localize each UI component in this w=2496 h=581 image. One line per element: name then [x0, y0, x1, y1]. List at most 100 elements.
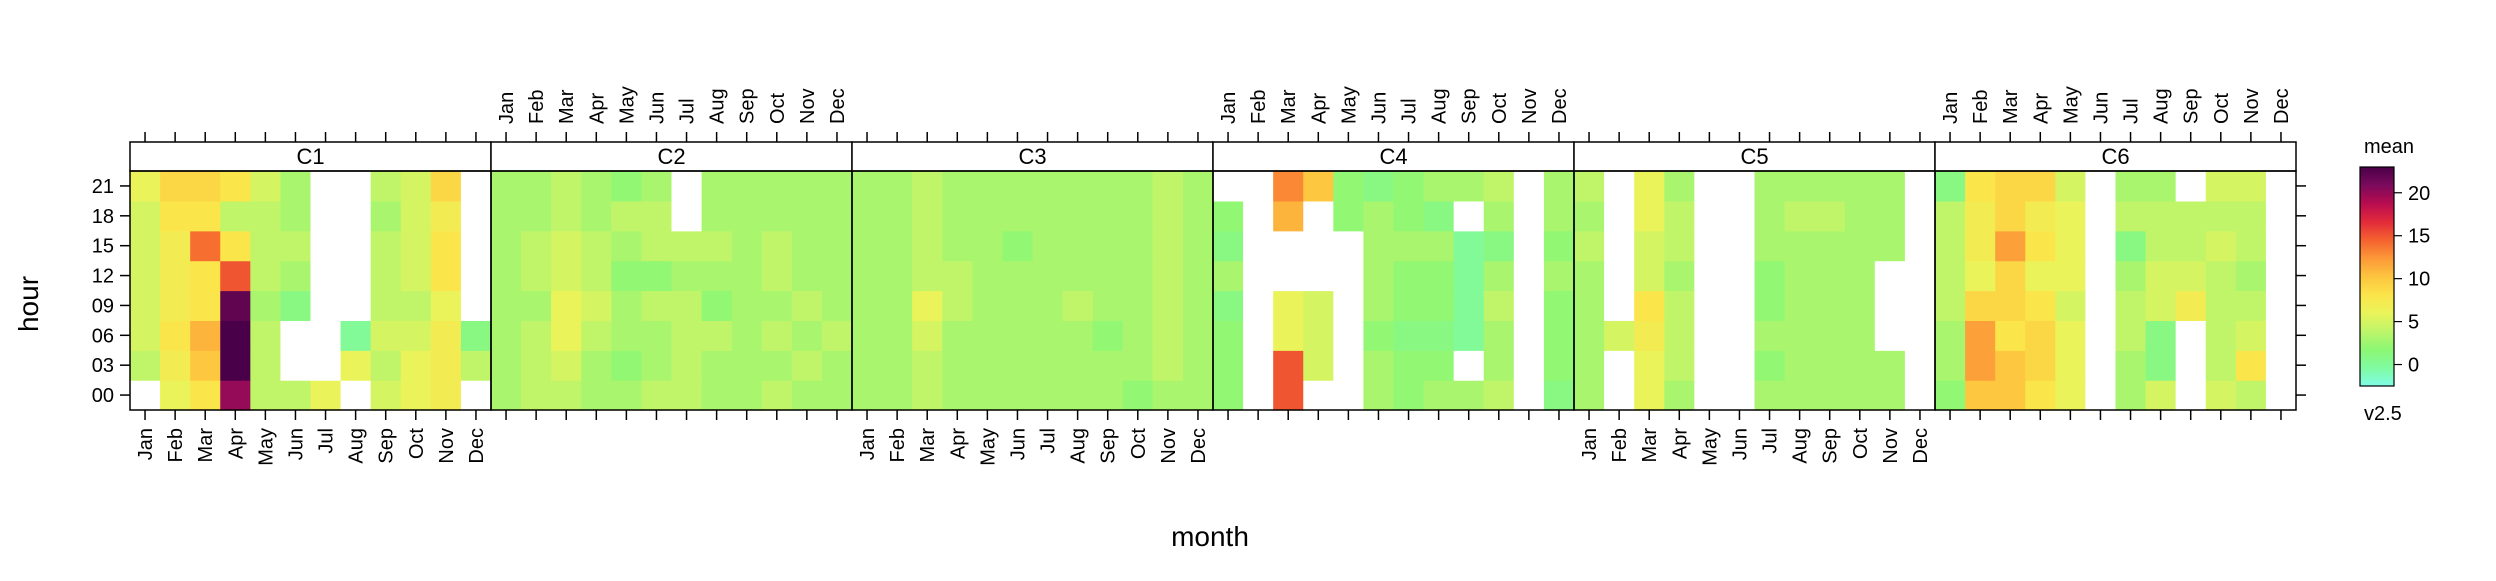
heatmap-cell — [1634, 320, 1665, 351]
heatmap-cell — [1032, 350, 1064, 381]
heatmap-cell — [2055, 171, 2087, 202]
heatmap-cell — [1574, 380, 1605, 411]
heatmap-cell — [2025, 350, 2056, 381]
x-tick-label: Feb — [1248, 90, 1270, 124]
heatmap-cell — [1935, 260, 1966, 292]
heatmap-cell — [882, 290, 913, 321]
heatmap-cell — [1935, 350, 1966, 381]
heatmap-cell — [1844, 350, 1876, 381]
heatmap-cell — [1844, 290, 1876, 321]
heatmap-cell — [1754, 230, 1786, 262]
heatmap-cell — [310, 260, 342, 292]
heatmap-cell — [2205, 260, 2237, 292]
x-tick-label: Mar — [195, 428, 217, 463]
heatmap-cell — [1393, 380, 1425, 411]
heatmap-cell — [1122, 290, 1154, 321]
heatmap-cell — [761, 260, 793, 292]
x-tick-label: Jun — [285, 428, 307, 460]
heatmap-cell — [852, 290, 883, 321]
heatmap-cell — [2025, 260, 2056, 292]
heatmap-cell — [1874, 171, 1906, 202]
heatmap-cell — [1032, 200, 1064, 232]
heatmap-cell — [1754, 350, 1786, 381]
heatmap-cell — [1904, 320, 1936, 351]
heatmap-cell — [1543, 290, 1575, 321]
legend-tick-label: 20 — [2408, 183, 2430, 205]
heatmap-cell — [882, 171, 913, 202]
heatmap-cell — [641, 230, 673, 262]
heatmap-cell — [1152, 380, 1184, 411]
heatmap-cell — [400, 260, 432, 292]
heatmap-cell — [250, 350, 282, 381]
heatmap-cell — [701, 320, 733, 351]
heatmap-cell — [160, 320, 191, 351]
heatmap-cell — [1333, 230, 1365, 262]
heatmap-cell — [2205, 290, 2237, 321]
x-tick-label: Oct — [1128, 428, 1150, 460]
heatmap-cell — [1965, 200, 1996, 232]
heatmap-cell — [942, 290, 973, 321]
heatmap-cell — [1303, 200, 1334, 232]
x-tick-label: Sep — [376, 428, 398, 464]
heatmap-cell — [160, 290, 191, 321]
heatmap-cell — [1213, 230, 1244, 262]
heatmap-cell — [130, 350, 161, 381]
x-tick-label: Mar — [2000, 89, 2022, 124]
heatmap-cell — [1032, 260, 1064, 292]
heatmap-cell — [2175, 290, 2207, 321]
heatmap-cell — [821, 380, 853, 411]
heatmap-cell — [1513, 200, 1545, 232]
heatmap-cell — [1874, 290, 1906, 321]
heatmap-cell — [852, 350, 883, 381]
heatmap-cell — [1062, 171, 1094, 202]
heatmap-cell — [460, 380, 492, 411]
heatmap-cell — [581, 200, 612, 232]
heatmap-cell — [1062, 290, 1094, 321]
heatmap-cell — [460, 260, 492, 292]
heatmap-cell — [250, 320, 282, 351]
heatmap-cell — [972, 290, 1004, 321]
heatmap-cell — [430, 200, 462, 232]
heatmap-cell — [1604, 230, 1635, 262]
heatmap-cell — [1664, 380, 1695, 411]
heatmap-cell — [2145, 230, 2177, 262]
heatmap-cell — [1363, 230, 1395, 262]
heatmap-cell — [1543, 260, 1575, 292]
x-tick-label: Jul — [1760, 428, 1782, 454]
heatmap-cell — [1784, 260, 1816, 292]
heatmap-cell — [2115, 320, 2147, 351]
heatmap-cell — [581, 171, 612, 202]
heatmap-cell — [731, 260, 763, 292]
heatmap-cell — [2175, 200, 2207, 232]
heatmap-cell — [1273, 200, 1304, 232]
heatmap-cell — [2145, 350, 2177, 381]
heatmap-cell — [2085, 290, 2117, 321]
heatmap-cell — [1965, 380, 1996, 411]
heatmap-cell — [1333, 350, 1365, 381]
heatmap-cell — [2055, 290, 2087, 321]
heatmap-cell — [310, 230, 342, 262]
x-tick-label: Feb — [526, 90, 548, 124]
heatmap-cell — [1694, 230, 1726, 262]
heatmap-cell — [370, 260, 402, 292]
x-tick-label: Oct — [767, 92, 789, 124]
heatmap-cell — [190, 380, 221, 411]
heatmap-cell — [1182, 200, 1214, 232]
heatmap-cell — [370, 290, 402, 321]
heatmap-cell — [2025, 200, 2056, 232]
heatmap-cell — [701, 290, 733, 321]
heatmap-cell — [791, 380, 823, 411]
heatmap-cell — [130, 260, 161, 292]
heatmap-cell — [1874, 200, 1906, 232]
heatmap-cell — [942, 230, 973, 262]
x-tick-label: Jan — [857, 428, 879, 460]
heatmap-cell — [1213, 200, 1244, 232]
heatmap-cell — [1453, 290, 1485, 321]
heatmap-cell — [1122, 320, 1154, 351]
heatmap-cell — [1574, 171, 1605, 202]
heatmap-cell — [611, 230, 643, 262]
heatmap-cell — [1935, 230, 1966, 262]
heatmap-cell — [160, 260, 191, 292]
heatmap-cell — [2115, 260, 2147, 292]
heatmap-cell — [2265, 320, 2297, 351]
